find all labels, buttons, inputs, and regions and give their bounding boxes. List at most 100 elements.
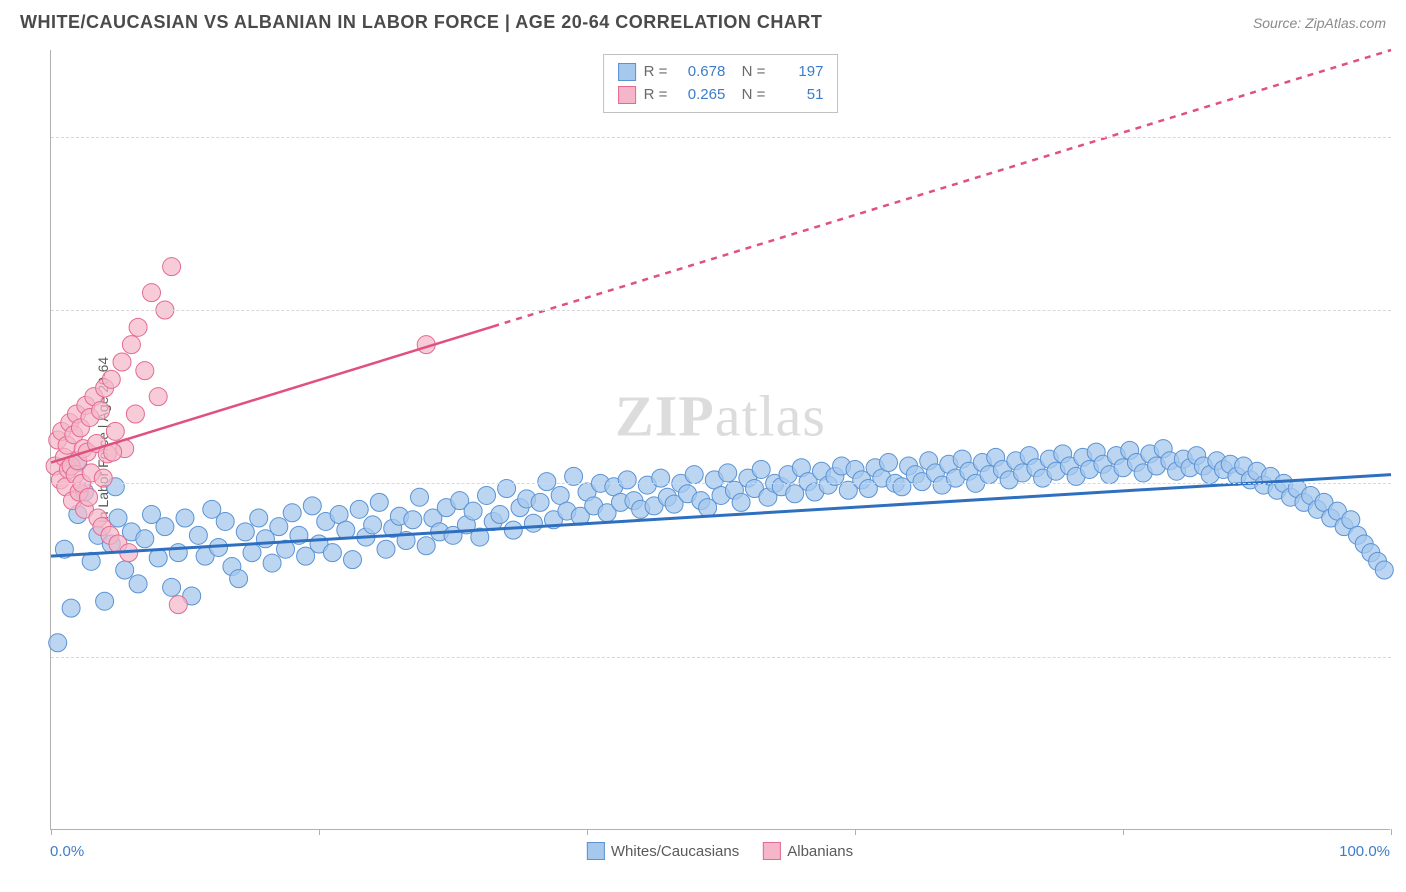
scatter-point <box>126 405 144 423</box>
bottom-legend: Whites/Caucasians Albanians <box>587 842 853 860</box>
legend-swatch <box>587 842 605 860</box>
stat-r-label: R = <box>644 84 668 107</box>
scatter-point <box>129 575 147 593</box>
y-tick-label: 100.0% <box>1400 128 1406 145</box>
gridline-h <box>51 657 1391 658</box>
legend-swatch <box>618 86 636 104</box>
scatter-point <box>250 509 268 527</box>
scatter-point <box>491 506 509 524</box>
scatter-point <box>303 497 321 515</box>
legend-item: Albanians <box>763 842 853 860</box>
x-tick-mark <box>319 829 320 835</box>
scatter-point <box>136 362 154 380</box>
gridline-h <box>51 483 1391 484</box>
scatter-point <box>96 592 114 610</box>
scatter-point <box>176 509 194 527</box>
scatter-point <box>102 370 120 388</box>
stats-row: R = 0.265 N = 51 <box>618 84 824 107</box>
stat-r-label: R = <box>644 61 668 84</box>
scatter-point <box>243 544 261 562</box>
scatter-point <box>156 518 174 536</box>
trend-line <box>51 326 493 462</box>
scatter-point <box>230 570 248 588</box>
x-max-label: 100.0% <box>1339 843 1390 860</box>
scatter-point <box>685 466 703 484</box>
stat-n-label: N = <box>733 61 765 84</box>
scatter-point <box>122 336 140 354</box>
scatter-point <box>94 469 112 487</box>
scatter-point <box>478 486 496 504</box>
gridline-h <box>51 310 1391 311</box>
scatter-point <box>538 473 556 491</box>
legend-swatch <box>618 63 636 81</box>
scatter-point <box>106 422 124 440</box>
y-tick-label: 70.0% <box>1400 648 1406 665</box>
chart-area: In Labor Force | Age 20-64 ZIPatlas R = … <box>50 50 1390 830</box>
scatter-point <box>49 634 67 652</box>
scatter-point <box>136 530 154 548</box>
scatter-point <box>752 460 770 478</box>
scatter-point <box>129 318 147 336</box>
scatter-point <box>1375 561 1393 579</box>
scatter-point <box>263 554 281 572</box>
scatter-point <box>344 551 362 569</box>
scatter-point <box>143 284 161 302</box>
source-credit: Source: ZipAtlas.com <box>1253 15 1386 31</box>
y-tick-label: 90.0% <box>1400 302 1406 319</box>
scatter-point <box>411 488 429 506</box>
scatter-point <box>652 469 670 487</box>
x-tick-mark <box>587 829 588 835</box>
legend-item: Whites/Caucasians <box>587 842 739 860</box>
scatter-point <box>524 514 542 532</box>
scatter-point <box>618 471 636 489</box>
scatter-point <box>498 480 516 498</box>
gridline-h <box>51 137 1391 138</box>
scatter-point <box>364 516 382 534</box>
scatter-point <box>189 526 207 544</box>
scatter-point <box>880 454 898 472</box>
scatter-point <box>149 388 167 406</box>
scatter-point <box>323 544 341 562</box>
stat-n-value: 197 <box>773 61 823 84</box>
scatter-point <box>732 493 750 511</box>
x-min-label: 0.0% <box>50 843 84 860</box>
x-tick-mark <box>1123 829 1124 835</box>
scatter-point <box>350 500 368 518</box>
scatter-point <box>270 518 288 536</box>
scatter-point <box>62 599 80 617</box>
scatter-point <box>404 511 422 529</box>
scatter-point <box>149 549 167 567</box>
scatter-point <box>116 561 134 579</box>
scatter-point <box>169 596 187 614</box>
chart-title: WHITE/CAUCASIAN VS ALBANIAN IN LABOR FOR… <box>20 12 822 33</box>
scatter-point <box>169 544 187 562</box>
scatter-point <box>377 540 395 558</box>
scatter-point <box>163 258 181 276</box>
legend-label: Albanians <box>787 843 853 860</box>
scatter-point <box>531 493 549 511</box>
stats-legend-box: R = 0.678 N = 197R = 0.265 N = 51 <box>603 54 839 113</box>
scatter-point <box>216 512 234 530</box>
x-tick-mark <box>855 829 856 835</box>
y-tick-label: 80.0% <box>1400 475 1406 492</box>
scatter-point <box>464 502 482 520</box>
legend-label: Whites/Caucasians <box>611 843 739 860</box>
scatter-point <box>370 493 388 511</box>
scatter-point <box>113 353 131 371</box>
scatter-point <box>504 521 522 539</box>
legend-swatch <box>763 842 781 860</box>
scatter-point <box>92 402 110 420</box>
scatter-point <box>163 578 181 596</box>
stat-r-value: 0.678 <box>675 61 725 84</box>
stat-n-label: N = <box>733 84 765 107</box>
scatter-point <box>109 509 127 527</box>
scatter-point <box>719 464 737 482</box>
stat-r-value: 0.265 <box>675 84 725 107</box>
plot-svg <box>51 50 1391 830</box>
scatter-point <box>417 537 435 555</box>
scatter-point <box>80 488 98 506</box>
x-tick-mark <box>1391 829 1392 835</box>
scatter-point <box>283 504 301 522</box>
plot-region: ZIPatlas R = 0.678 N = 197R = 0.265 N = … <box>50 50 1390 830</box>
stats-row: R = 0.678 N = 197 <box>618 61 824 84</box>
